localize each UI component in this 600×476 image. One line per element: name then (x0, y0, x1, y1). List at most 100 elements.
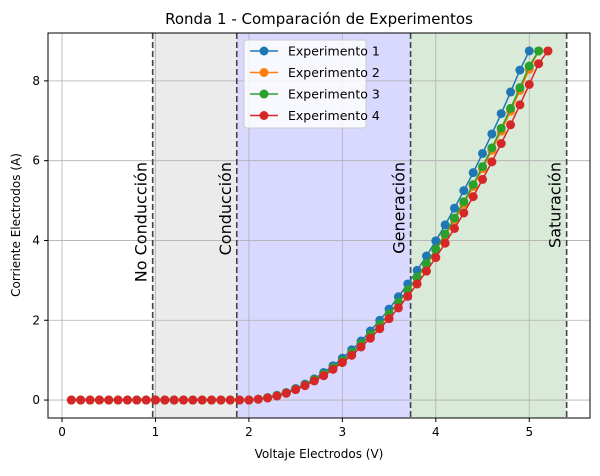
data-point (122, 395, 132, 405)
data-point (235, 395, 245, 405)
legend: Experimento 1 Experimento 2 Experimento 3 E… (243, 39, 380, 129)
x-tick-label: 2 (245, 425, 253, 439)
data-point (440, 238, 450, 248)
data-point (431, 253, 441, 263)
data-point (450, 203, 459, 213)
legend-swatch-marker (259, 89, 269, 99)
data-point (263, 393, 273, 403)
data-point (487, 143, 497, 153)
legend-entry: Experimento 2 (288, 65, 380, 80)
data-point (506, 120, 516, 130)
y-tick-label: 0 (32, 393, 40, 407)
data-point (393, 303, 403, 313)
data-point (468, 168, 478, 178)
y-tick-label: 6 (32, 154, 40, 168)
data-point (450, 223, 459, 233)
data-point (506, 87, 516, 97)
data-point (515, 100, 525, 110)
data-point (496, 139, 506, 149)
data-point (543, 46, 553, 56)
data-point (113, 395, 123, 405)
data-point (412, 272, 422, 282)
region-label: Generación (390, 162, 409, 254)
y-tick-label: 4 (32, 233, 40, 247)
data-point (487, 157, 497, 167)
data-point (207, 395, 217, 405)
data-point (515, 65, 525, 75)
data-point (365, 333, 375, 343)
data-point (216, 395, 226, 405)
data-point (188, 395, 198, 405)
region-band (410, 33, 567, 418)
legend-swatch-marker (259, 68, 269, 77)
data-point (347, 350, 357, 360)
data-point (319, 371, 329, 381)
data-point (291, 385, 301, 395)
data-point (85, 395, 95, 405)
legend-swatch-marker (259, 111, 269, 120)
data-point (468, 180, 478, 190)
legend-entry: Experimento 1 (288, 44, 380, 59)
data-point (496, 123, 506, 133)
plot-frame (47, 32, 591, 419)
data-point (421, 251, 431, 261)
data-point (478, 148, 488, 158)
data-point (328, 364, 338, 374)
data-point (225, 395, 235, 405)
data-point (141, 395, 151, 405)
region-label: Saturación (546, 162, 565, 248)
x-tick-label: 5 (525, 425, 533, 439)
data-point (337, 358, 347, 368)
data-point (421, 266, 431, 276)
data-point (300, 381, 310, 391)
legend-entry: Experimento 4 (288, 108, 380, 123)
data-point (524, 46, 534, 56)
region-band (152, 33, 237, 418)
data-point (506, 103, 516, 113)
y-tick-label: 8 (32, 74, 40, 88)
data-point (450, 213, 459, 223)
data-point (160, 395, 170, 405)
data-point (440, 220, 450, 230)
x-tick-label: 4 (432, 425, 440, 439)
region-label: No Conducción (132, 162, 151, 282)
data-point (281, 388, 291, 398)
data-point (272, 391, 282, 401)
data-point (384, 314, 394, 324)
region-label: Conducción (216, 162, 235, 255)
data-point (524, 79, 534, 89)
data-point (431, 244, 441, 254)
data-point (179, 395, 188, 405)
data-point (94, 395, 104, 405)
data-point (76, 395, 86, 405)
y-tick-label: 2 (32, 313, 40, 327)
legend-swatch-marker (259, 46, 269, 56)
data-point (515, 83, 525, 93)
x-tick-label: 1 (152, 425, 160, 439)
data-point (459, 197, 469, 207)
data-point (66, 395, 76, 405)
y-axis-label: Corriente Electrodos (A) (9, 153, 23, 297)
x-tick-label: 3 (339, 425, 347, 439)
data-point (244, 395, 254, 405)
data-point (403, 291, 413, 301)
legend-box (243, 39, 367, 129)
data-point (356, 342, 366, 352)
data-point (150, 395, 160, 405)
data-point (524, 61, 534, 71)
data-point (197, 395, 207, 405)
data-point (169, 395, 179, 405)
data-point (534, 59, 544, 69)
data-point (421, 259, 431, 269)
data-point (253, 394, 263, 404)
data-point (104, 395, 114, 405)
data-point (412, 279, 422, 289)
data-point (459, 208, 469, 218)
series-line (71, 50, 549, 401)
chart-title: Ronda 1 - Comparación de Experimentos (165, 10, 473, 28)
x-tick-label: 0 (58, 425, 66, 439)
legend-entry: Experimento 3 (288, 87, 380, 102)
data-point (431, 236, 441, 246)
